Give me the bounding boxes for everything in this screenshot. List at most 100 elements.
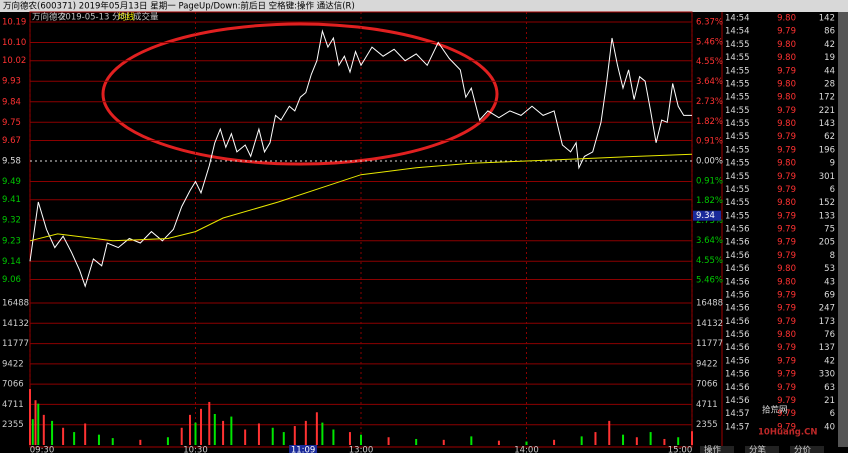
trade-volume: 137 — [819, 343, 835, 353]
tab-label[interactable]: 分价 — [794, 446, 812, 453]
trade-volume: 76 — [824, 330, 835, 340]
y-tick-label: 4711 — [2, 400, 24, 410]
cursor-price: 9.34 — [696, 211, 715, 221]
volume-bar — [387, 437, 390, 445]
trade-volume: 28 — [824, 79, 835, 89]
volume-bar — [166, 437, 169, 445]
volume-bar — [62, 427, 65, 445]
trade-volume: 44 — [824, 66, 835, 76]
volume-bar — [139, 439, 142, 445]
volume-bar — [213, 413, 216, 445]
trade-volume: 21 — [824, 396, 835, 406]
volume-bar — [271, 427, 274, 445]
watermark-site: 10Huang.CN — [758, 428, 817, 438]
y-tick-label: 9.23 — [2, 236, 21, 246]
trade-volume: 247 — [819, 304, 835, 314]
y-tick-label: 10.10 — [2, 38, 26, 48]
trade-price: 9.79 — [777, 225, 796, 235]
trade-time: 14:56 — [725, 370, 750, 380]
volume-bar — [84, 423, 87, 445]
trade-volume: 301 — [819, 172, 835, 182]
trade-price: 9.79 — [777, 251, 796, 261]
trade-time: 14:56 — [725, 304, 750, 314]
tab[interactable] — [745, 446, 779, 453]
trade-price: 9.80 — [777, 277, 796, 287]
volume-bar — [677, 437, 680, 445]
y2-tick-label: 4711 — [696, 400, 718, 410]
volume-bar — [31, 419, 34, 445]
trade-price: 9.79 — [777, 317, 796, 327]
trade-volume: 133 — [819, 211, 835, 221]
trade-volume: 205 — [819, 238, 835, 248]
y-tick-label: 14132 — [2, 319, 29, 329]
y2-tick-label: 6.37% — [696, 18, 723, 28]
volume-bar — [34, 400, 37, 445]
volume-bar — [663, 438, 666, 445]
y2-tick-label: 2.73% — [696, 97, 723, 107]
trade-price: 9.80 — [777, 119, 796, 129]
trade-time: 14:56 — [725, 396, 750, 406]
volume-bar — [293, 426, 296, 445]
tab-label[interactable]: 分笔 — [749, 445, 767, 453]
y2-tick-label: 0.91% — [696, 137, 723, 147]
cursor-price-box — [693, 210, 721, 221]
trade-time: 14:55 — [725, 198, 750, 208]
trade-volume: 19 — [824, 53, 835, 63]
trade-price: 9.79 — [777, 27, 796, 37]
y-tick-label: 10.19 — [2, 18, 26, 28]
trade-volume: 75 — [824, 225, 835, 235]
trade-time: 14:55 — [725, 66, 750, 76]
y-tick-label: 2355 — [2, 420, 24, 430]
trade-volume: 143 — [819, 119, 835, 129]
volume-bar — [188, 414, 191, 445]
volume-bar — [208, 401, 211, 445]
scrollbar[interactable] — [838, 12, 848, 447]
trade-price: 9.80 — [777, 53, 796, 63]
trade-time: 14:55 — [725, 145, 750, 155]
x-tick-label: 10:30 — [183, 446, 208, 453]
y2-tick-label: 9422 — [696, 359, 718, 369]
window-title: 万向德农(600371) 2019年05月13日 星期一 PageUp/Down… — [3, 1, 355, 12]
volume-bar — [230, 416, 233, 445]
trade-price: 9.80 — [777, 14, 796, 24]
trade-time: 14:54 — [725, 14, 750, 24]
y2-tick-label: 0.00% — [696, 157, 723, 167]
y2-tick-label: 16488 — [696, 299, 723, 309]
tab[interactable] — [700, 446, 734, 453]
volume-bar — [282, 432, 285, 445]
trade-volume: 86 — [824, 27, 835, 37]
trade-price: 9.79 — [777, 409, 796, 419]
y2-tick-label: 4.55% — [696, 57, 723, 67]
trade-time: 14:55 — [725, 119, 750, 129]
trade-volume: 6 — [830, 185, 835, 195]
y-tick-label: 9.41 — [2, 195, 21, 205]
y2-tick-label: 5.46% — [696, 276, 723, 286]
watermark-logo: 拾荒网 — [762, 405, 788, 416]
x-tick-label: 09:30 — [30, 446, 55, 453]
annotation-ellipse — [101, 22, 499, 166]
volume-bar — [244, 429, 247, 445]
chart-subtitle: 2019-05-13 分时 — [60, 12, 130, 23]
trade-time: 14:55 — [725, 172, 750, 182]
y2-tick-label: 7066 — [696, 380, 718, 390]
title-bar — [0, 0, 848, 12]
y-tick-label: 9.84 — [2, 97, 21, 107]
y2-tick-label: 1.82% — [696, 117, 723, 127]
y-tick-label: 10.02 — [2, 56, 26, 66]
trade-volume: 9 — [830, 159, 835, 169]
trade-price: 9.80 — [777, 40, 796, 50]
tab[interactable] — [790, 446, 824, 453]
x-tick-label: 14:00 — [514, 446, 539, 453]
tab-label[interactable]: 操作 — [704, 445, 722, 453]
trade-volume: 42 — [824, 356, 835, 366]
trade-price: 9.79 — [777, 304, 796, 314]
y-tick-label: 9.49 — [2, 177, 21, 187]
trade-time: 14:55 — [725, 79, 750, 89]
trade-price: 9.80 — [777, 198, 796, 208]
trade-time: 14:56 — [725, 317, 750, 327]
trade-time: 14:56 — [725, 290, 750, 300]
trade-time: 14:55 — [725, 185, 750, 195]
trade-price: 9.79 — [777, 356, 796, 366]
volume-bar — [415, 438, 418, 445]
